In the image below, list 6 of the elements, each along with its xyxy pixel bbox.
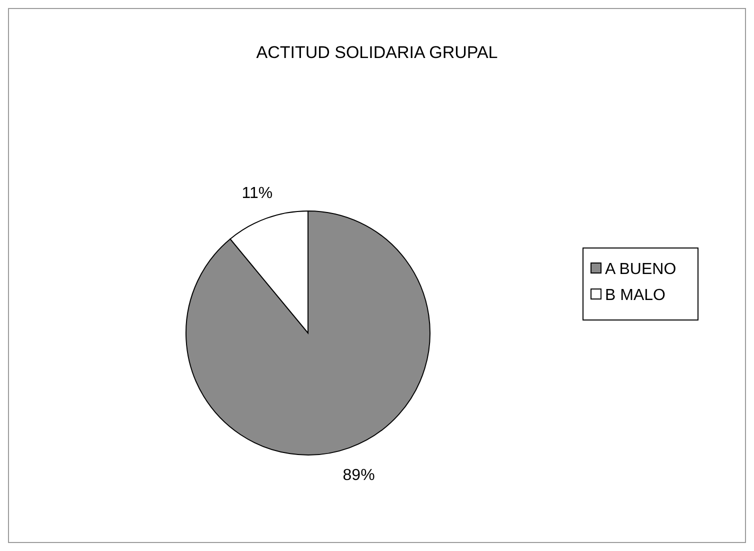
chart-title: ACTITUD SOLIDARIA GRUPAL	[256, 43, 498, 62]
data-label: 11%	[242, 184, 273, 202]
pie-slice	[186, 210, 430, 456]
data-label: 89%	[342, 467, 375, 484]
legend-label: A BUENO	[605, 261, 676, 278]
legend-label: B MALO	[605, 287, 666, 304]
